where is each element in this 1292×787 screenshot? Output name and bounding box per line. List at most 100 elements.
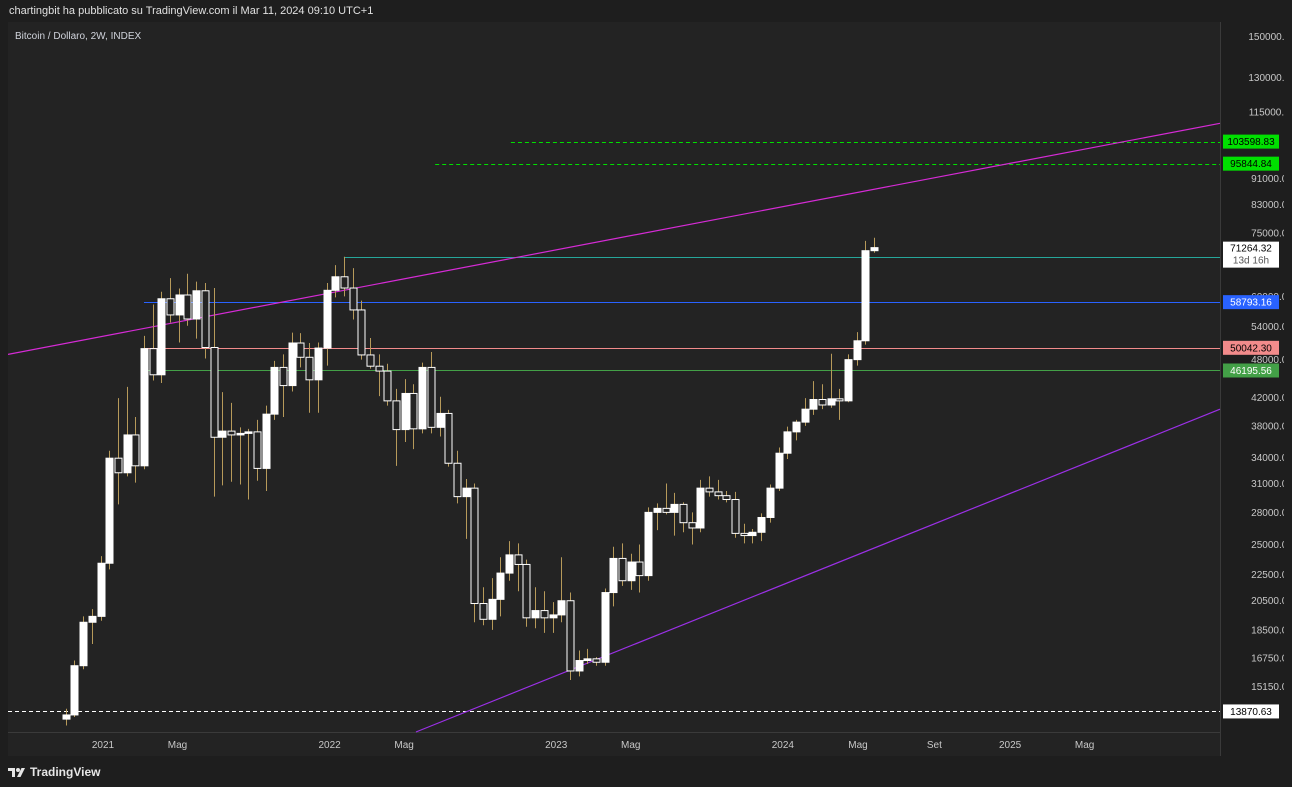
candle-body — [427, 366, 436, 428]
price-tag-label: 50042.30 — [1230, 343, 1272, 354]
candle-body — [97, 562, 106, 617]
tradingview-logo-icon — [8, 768, 25, 777]
price-tag-label: 13870.63 — [1230, 707, 1272, 718]
x-tick-label: Set — [927, 740, 942, 751]
candle-body — [183, 294, 192, 320]
countdown-label: 13d 16h — [1233, 256, 1269, 267]
x-tick-label: 2024 — [772, 740, 795, 751]
candle-body — [340, 276, 349, 289]
y-tick-label: 18500.00 — [1251, 625, 1284, 636]
candlestick-chart[interactable]: Bitcoin / Dollaro, 2W, INDEX 150000.00 130… — [8, 22, 1284, 756]
channel-lower-line — [415, 408, 1221, 733]
candle-body — [227, 430, 236, 436]
candle-body — [809, 399, 818, 410]
candle-body — [210, 346, 219, 438]
x-tick-label: 2022 — [319, 740, 342, 751]
candle-body — [861, 250, 870, 342]
candle-body — [157, 298, 166, 376]
candle-body — [496, 572, 505, 600]
candle-body — [79, 621, 88, 667]
candle-body — [679, 503, 688, 524]
candle-body — [740, 532, 749, 537]
candle-body — [305, 356, 314, 381]
candle-body — [236, 432, 245, 436]
plot-background — [8, 22, 1220, 756]
candle-body — [244, 431, 253, 434]
candle-body — [609, 557, 618, 594]
candle-body — [505, 554, 514, 574]
y-tick-label: 83000.00 — [1251, 200, 1284, 211]
candle-body — [653, 507, 662, 513]
y-tick-label: 34000.00 — [1251, 453, 1284, 464]
candle-body — [757, 516, 766, 533]
candle-body — [566, 600, 575, 672]
candle-body — [601, 592, 610, 663]
candle-body — [375, 365, 384, 372]
y-tick-label: 28000.00 — [1251, 508, 1284, 519]
candle-body — [62, 714, 71, 720]
y-tick-label: 20500.00 — [1251, 596, 1284, 607]
candle-body — [662, 507, 671, 513]
candle-body — [453, 462, 462, 498]
publisher-caption: chartingbit ha pubblicato su TradingView… — [9, 5, 374, 17]
candle-body — [514, 554, 523, 565]
candle-body — [835, 398, 844, 402]
candle-body — [844, 359, 853, 402]
price-tag-50042.30 — [1223, 340, 1279, 355]
price-tag-label: 58793.16 — [1230, 298, 1272, 309]
candle-body — [531, 610, 540, 619]
candle-body — [696, 487, 705, 529]
price-tag-13870.63 — [1223, 704, 1279, 719]
y-tick-label: 22500.00 — [1251, 570, 1284, 581]
candle-body — [792, 421, 801, 433]
candle-body — [105, 457, 114, 564]
price-tag-46195.56 — [1223, 363, 1279, 378]
candle-body — [775, 452, 784, 489]
candle-body — [540, 610, 549, 619]
tradingview-logo-text: TradingView — [30, 765, 101, 779]
candle-body — [314, 347, 323, 381]
candle-body — [366, 354, 375, 367]
y-tick-label: 150000.00 — [1248, 32, 1284, 43]
candle-body — [714, 491, 723, 497]
price-axis-background — [1220, 22, 1284, 756]
candle-body — [140, 348, 149, 467]
candle-body — [323, 289, 332, 349]
candle-body — [296, 342, 305, 358]
candle-body — [644, 511, 653, 577]
y-tick-label: 25000.00 — [1251, 540, 1284, 551]
candle-body — [470, 487, 479, 605]
y-tick-label: 31000.00 — [1251, 479, 1284, 490]
candle-body — [131, 434, 140, 467]
y-tick-label: 91000.00 — [1251, 174, 1284, 185]
candle-body — [331, 276, 340, 291]
tradingview-logo[interactable]: TradingView — [8, 764, 100, 780]
price-tag-103598.83 — [1223, 134, 1279, 149]
candle-body — [557, 600, 566, 616]
candle-body — [801, 408, 810, 423]
y-tick-label: 48000.00 — [1251, 355, 1284, 366]
candle-body — [349, 287, 358, 311]
candle-body — [149, 348, 158, 376]
candle-body — [575, 660, 584, 672]
candle-body — [392, 400, 401, 431]
channel-upper-line — [8, 122, 1221, 355]
candle-body — [627, 561, 636, 582]
chart-frame[interactable]: Bitcoin / Dollaro, 2W, INDEX 150000.00 130… — [8, 22, 1284, 756]
y-tick-label: 130000.00 — [1248, 73, 1284, 84]
candle-body — [618, 557, 627, 582]
x-tick-label: 2023 — [545, 740, 568, 751]
candle-body — [783, 431, 792, 454]
candle-body — [279, 366, 288, 387]
x-tick-label: 2025 — [999, 740, 1022, 751]
y-tick-label: 15150.00 — [1251, 682, 1284, 693]
y-tick-label: 16750.00 — [1251, 653, 1284, 664]
candle-body — [818, 399, 827, 406]
candle-body — [462, 487, 471, 498]
candle-body — [70, 665, 79, 716]
y-tick-label: 115000.00 — [1249, 108, 1284, 119]
price-tag-label: 103598.83 — [1227, 137, 1275, 148]
x-tick-label: 2021 — [92, 740, 115, 751]
candle-body — [288, 342, 297, 387]
candle-body — [549, 614, 558, 619]
